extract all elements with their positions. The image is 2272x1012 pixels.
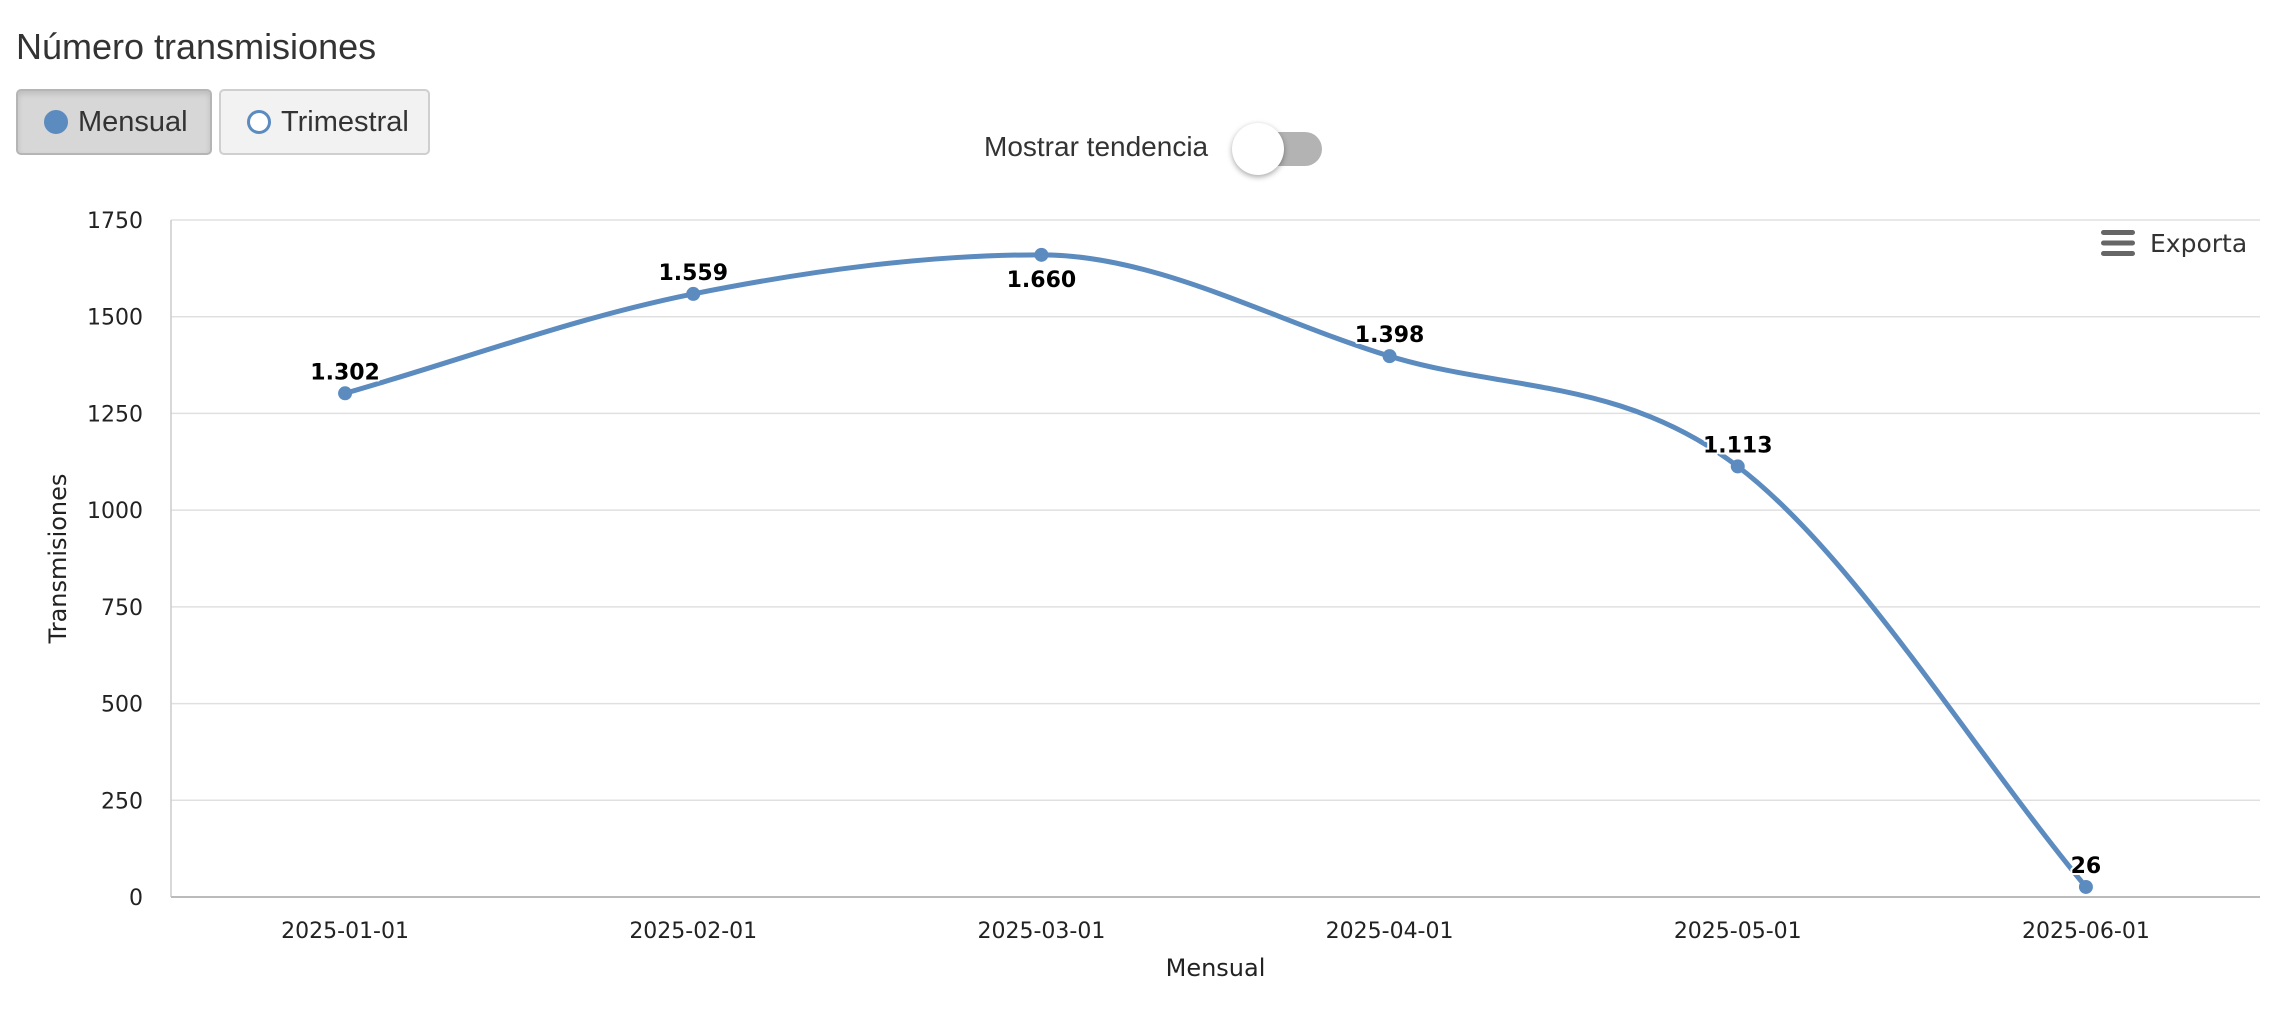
data-point bbox=[686, 286, 701, 301]
trimestral-button[interactable]: Trimestral bbox=[219, 89, 430, 155]
export-label: Exporta bbox=[2150, 228, 2248, 258]
data-point bbox=[1034, 247, 1049, 262]
x-tick-label: 2025-04-01 bbox=[1326, 919, 1454, 944]
y-tick-label: 1250 bbox=[87, 402, 143, 427]
x-tick-label: 2025-06-01 bbox=[2022, 919, 2150, 944]
x-tick-label: 2025-03-01 bbox=[977, 919, 1105, 944]
data-point bbox=[338, 386, 353, 401]
data-point bbox=[2078, 879, 2093, 894]
mensual-label: Mensual bbox=[78, 105, 188, 138]
radio-empty-icon bbox=[247, 110, 271, 134]
series-line bbox=[342, 252, 2089, 890]
x-tick-label: 2025-05-01 bbox=[1674, 919, 1802, 944]
y-tick-label: 1750 bbox=[87, 209, 143, 234]
data-label: 1.398 bbox=[1355, 323, 1425, 348]
y-tick-label: 500 bbox=[101, 693, 143, 718]
x-tick-label: 2025-01-01 bbox=[281, 919, 409, 944]
chart-title: Número transmisiones bbox=[16, 26, 377, 67]
y-tick-label: 1000 bbox=[87, 499, 143, 524]
y-tick-label: 250 bbox=[101, 789, 143, 814]
trimestral-label: Trimestral bbox=[281, 105, 409, 138]
mensual-button[interactable]: Mensual bbox=[16, 89, 212, 155]
y-tick-label: 0 bbox=[129, 886, 143, 911]
radio-filled-icon bbox=[44, 110, 68, 134]
data-label: 1.302 bbox=[310, 360, 380, 385]
data-label: 26 bbox=[2071, 854, 2102, 879]
data-label: 1.113 bbox=[1703, 433, 1773, 458]
hamburger-menu-icon bbox=[2101, 230, 2135, 256]
y-tick-label: 1500 bbox=[87, 306, 143, 331]
data-label: 1.559 bbox=[658, 261, 728, 286]
x-tick-label: 2025-02-01 bbox=[629, 919, 757, 944]
trend-toggle-label: Mostrar tendencia bbox=[984, 131, 1209, 162]
export-button[interactable]: Exporta bbox=[2100, 228, 2247, 258]
toggle-knob[interactable] bbox=[1232, 123, 1284, 175]
y-tick-label: 750 bbox=[101, 596, 143, 621]
data-point bbox=[1382, 349, 1397, 364]
data-label: 1.660 bbox=[1007, 268, 1077, 293]
data-point bbox=[1730, 459, 1745, 474]
y-axis-title: Transmisiones bbox=[44, 474, 72, 645]
trend-toggle[interactable] bbox=[1232, 123, 1322, 175]
x-axis-title: Mensual bbox=[1166, 954, 1266, 982]
